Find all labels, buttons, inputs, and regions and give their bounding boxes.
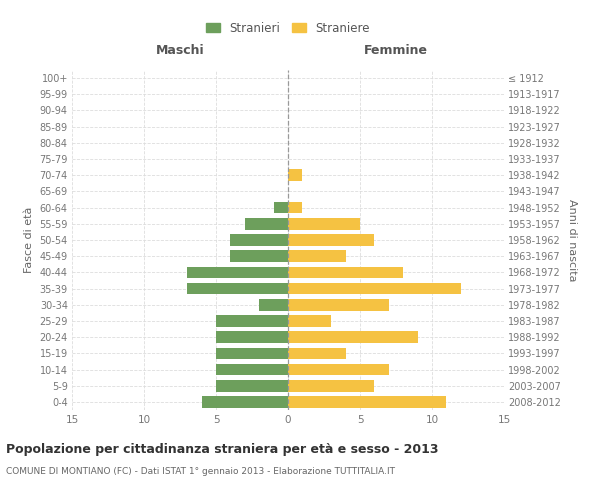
Bar [288,234,374,246]
Bar [288,282,461,294]
Bar [274,202,288,213]
Bar [288,380,374,392]
Bar [216,315,288,327]
Bar [230,234,288,246]
Bar [288,364,389,376]
Bar [288,299,389,310]
Bar [216,364,288,376]
Bar [288,396,446,407]
Bar [288,266,403,278]
Text: COMUNE DI MONTIANO (FC) - Dati ISTAT 1° gennaio 2013 - Elaborazione TUTTITALIA.I: COMUNE DI MONTIANO (FC) - Dati ISTAT 1° … [6,468,395,476]
Text: Femmine: Femmine [364,44,428,58]
Bar [288,250,346,262]
Bar [288,170,302,181]
Bar [187,266,288,278]
Bar [216,332,288,343]
Bar [202,396,288,407]
Text: Maschi: Maschi [155,44,205,58]
Text: Popolazione per cittadinanza straniera per età e sesso - 2013: Popolazione per cittadinanza straniera p… [6,442,439,456]
Bar [288,348,346,359]
Bar [288,202,302,213]
Y-axis label: Fasce di età: Fasce di età [24,207,34,273]
Legend: Stranieri, Straniere: Stranieri, Straniere [206,22,370,35]
Bar [288,332,418,343]
Bar [216,348,288,359]
Bar [245,218,288,230]
Y-axis label: Anni di nascita: Anni di nascita [566,198,577,281]
Bar [288,315,331,327]
Bar [230,250,288,262]
Bar [216,380,288,392]
Bar [288,218,360,230]
Bar [187,282,288,294]
Bar [259,299,288,310]
